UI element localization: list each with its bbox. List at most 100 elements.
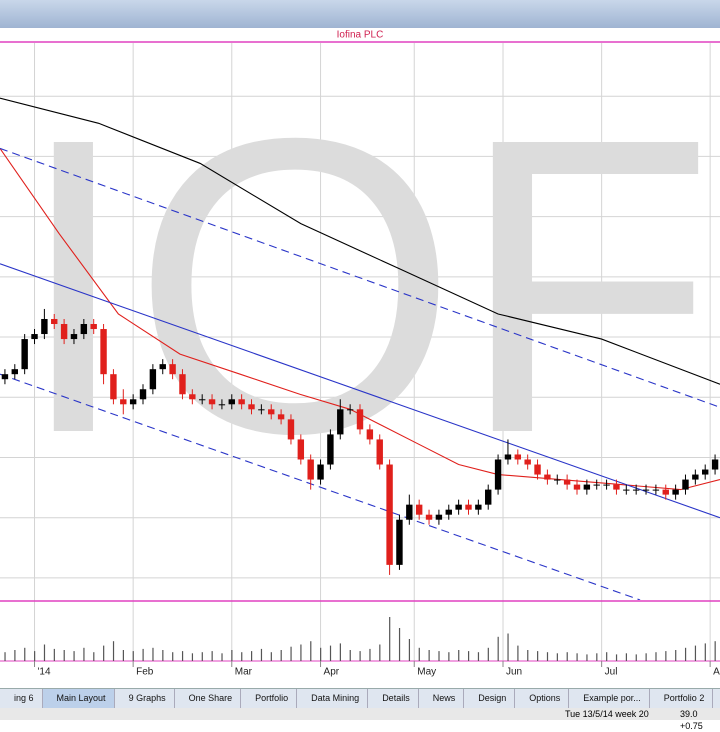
tab[interactable]: One Share — [175, 689, 242, 709]
volume-bar — [63, 650, 65, 661]
tab[interactable]: Design — [464, 689, 516, 709]
volume-bar — [389, 617, 391, 661]
volume-bar — [34, 651, 36, 661]
volume-bar — [349, 650, 351, 661]
candle-body — [60, 324, 68, 340]
volume-bar — [93, 652, 95, 661]
tab[interactable]: Main Layout — [42, 689, 115, 709]
volume-bar — [537, 651, 539, 661]
x-tick-label: May — [417, 667, 436, 678]
tab[interactable]: Data Mining — [297, 689, 369, 709]
volume-bar — [546, 652, 549, 661]
volume-bar — [379, 644, 381, 661]
tab[interactable]: Details — [368, 689, 419, 709]
candle-body — [415, 504, 423, 515]
candle-body — [208, 399, 216, 405]
candle-body — [41, 318, 48, 335]
volume-bar — [241, 652, 243, 661]
candle-body — [327, 434, 334, 465]
candle-body — [396, 519, 403, 565]
volume-bar — [320, 647, 322, 661]
candle-body — [475, 504, 482, 510]
candle-body — [366, 429, 374, 440]
tab[interactable]: Portfolio — [241, 689, 298, 709]
volume-bar — [517, 645, 519, 661]
volume-bar — [477, 652, 480, 661]
candle-body — [90, 324, 97, 330]
candle-body — [139, 389, 147, 400]
tab[interactable]: Portfolio 2 — [650, 689, 714, 709]
volume-bar — [132, 651, 134, 661]
volume-bar — [684, 647, 687, 661]
candle-body — [248, 404, 255, 410]
volume-bar — [418, 647, 420, 661]
candle-body — [356, 409, 364, 430]
volume-bar — [260, 648, 263, 661]
volume-bar — [310, 641, 312, 661]
chart-title: Iofina PLC — [337, 30, 384, 41]
candle-body — [514, 454, 522, 460]
volume-bar — [172, 652, 174, 661]
candle-body — [524, 459, 531, 465]
candle-body — [435, 514, 443, 520]
volume-bar — [635, 654, 637, 661]
volume-bar — [497, 636, 499, 661]
candle-body — [406, 504, 413, 520]
status-text: 39.0 +0.75 — [680, 709, 703, 731]
tab[interactable]: Options — [515, 689, 570, 709]
candle-body — [465, 504, 472, 510]
x-tick-label: '14 — [38, 667, 51, 678]
volume-bar — [329, 645, 332, 661]
volume-bar — [191, 653, 194, 661]
volume-bar — [625, 653, 628, 661]
x-tick-label: Jun — [506, 667, 522, 678]
volume-bar — [675, 650, 677, 661]
volume-bar — [83, 647, 85, 661]
candle-body — [179, 374, 186, 395]
candle-body — [149, 369, 157, 390]
candle-body — [455, 504, 462, 510]
candle-body — [603, 484, 610, 486]
volume-bar — [201, 652, 203, 661]
volume-bar — [556, 653, 558, 661]
candle-body — [287, 419, 295, 440]
candle-body — [198, 399, 206, 401]
volume-bar — [53, 648, 55, 661]
volume-bar — [24, 647, 26, 661]
tab[interactable]: News — [419, 689, 465, 709]
candle-body — [672, 489, 679, 495]
volume-bar — [665, 651, 667, 661]
volume-bar — [527, 650, 529, 661]
volume-bar — [290, 646, 292, 661]
overlay-line — [0, 147, 720, 408]
tab[interactable]: Example por... — [569, 689, 650, 709]
x-tick-label: Feb — [136, 667, 154, 678]
volume-bar — [112, 641, 115, 661]
overlay-line — [0, 148, 720, 491]
volume-bar — [14, 650, 16, 661]
x-tick-label: Apr — [324, 667, 340, 678]
candle-body — [120, 399, 127, 405]
candle-body — [593, 484, 600, 486]
candle-body — [110, 374, 117, 400]
x-tick-label: Jul — [605, 667, 618, 678]
candle-body — [544, 474, 551, 480]
candle-body — [70, 334, 78, 340]
tab[interactable]: ing 6 — [0, 689, 43, 709]
candle-body — [652, 489, 660, 491]
chart: Iofina PLC IOF '14 Feb Mar Apr May Jun Jul Aug — [0, 0, 720, 678]
candle-body — [711, 459, 719, 470]
candle-body — [642, 489, 650, 491]
volume-bar — [645, 653, 647, 661]
volume-bar — [270, 652, 272, 661]
volume-bar — [458, 650, 460, 661]
tab[interactable]: 9 Graphs — [115, 689, 175, 709]
candle-body — [573, 484, 581, 490]
candle-body — [632, 489, 640, 491]
candle-body — [337, 409, 344, 435]
volume-bar — [221, 653, 223, 661]
volume-bar — [359, 651, 361, 661]
candle-body — [702, 469, 709, 475]
candle-body — [692, 474, 699, 480]
